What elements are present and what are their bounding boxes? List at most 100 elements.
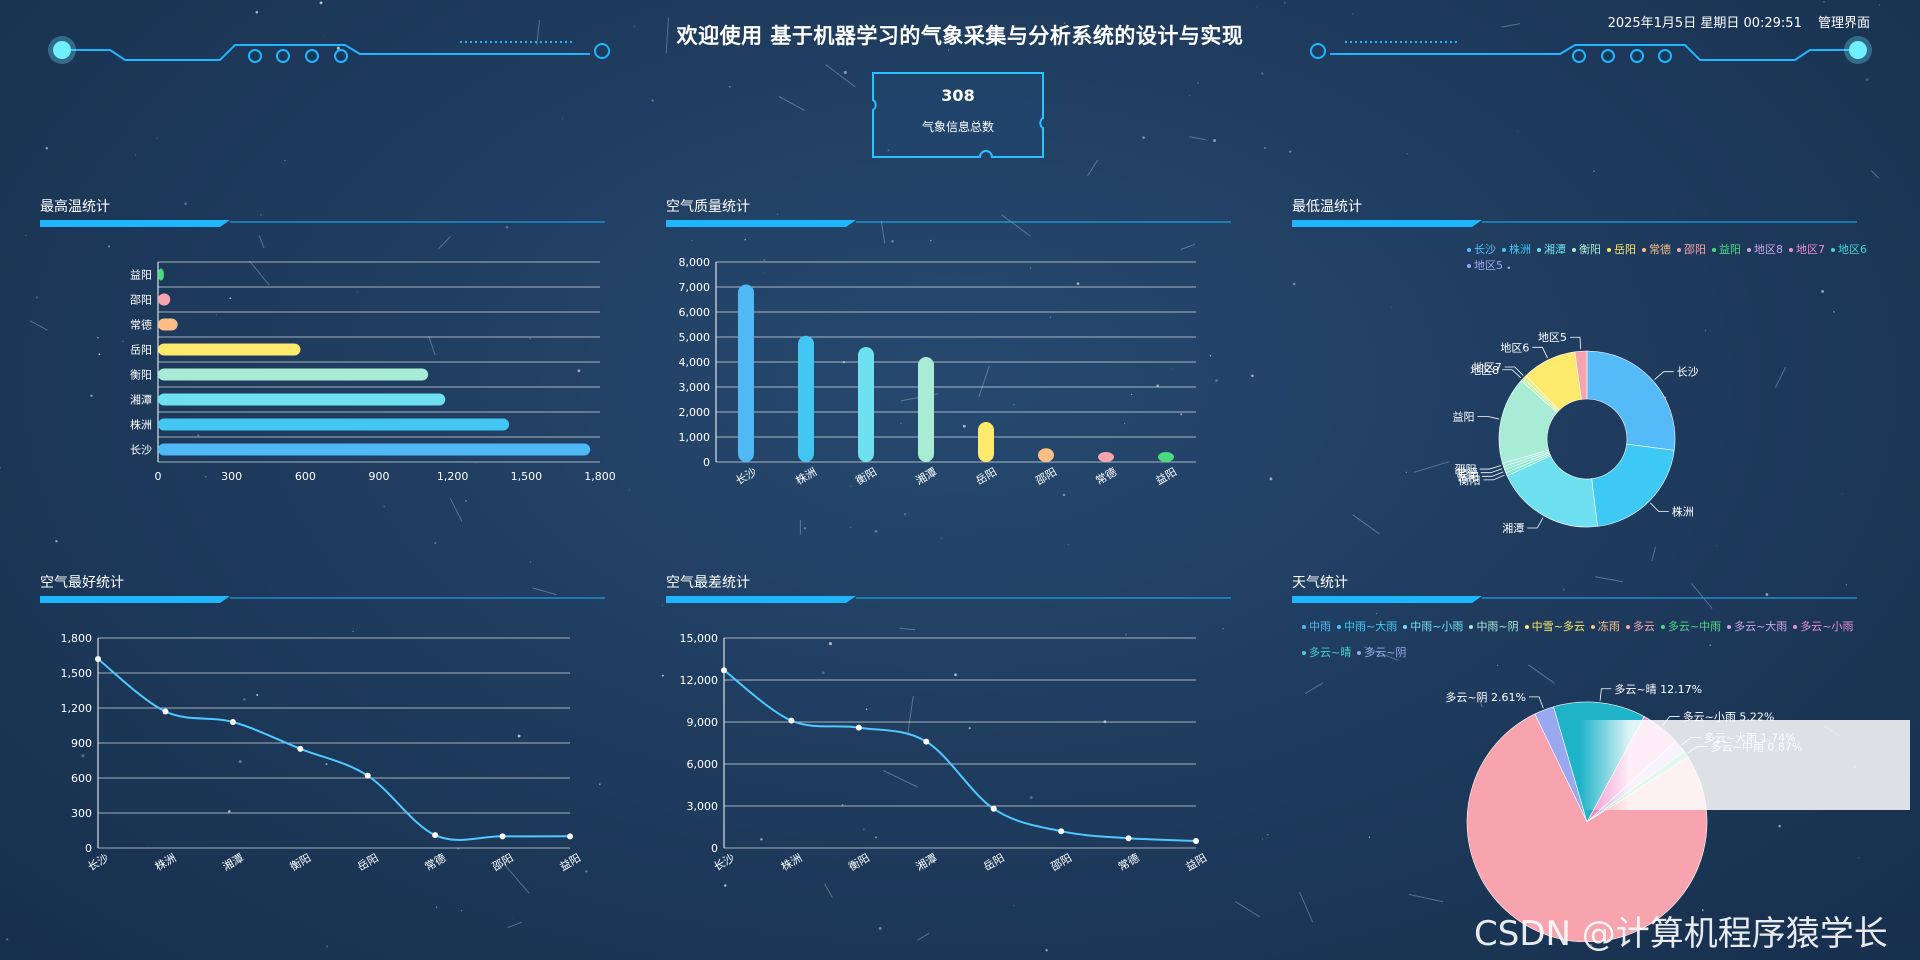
data-point xyxy=(229,719,236,725)
slice-label: 地区8 xyxy=(1470,364,1499,377)
legend-item[interactable]: 岳阳 xyxy=(1607,241,1636,257)
star xyxy=(1131,393,1133,396)
y-tick-label: 6,000 xyxy=(679,306,711,319)
legend-item[interactable]: 株洲 xyxy=(1502,241,1531,257)
air-best-line-chart: 03006009001,2001,5001,800长沙 株洲 湘潭 衡阳 岳阳 常德 邵阳益… xyxy=(61,632,584,874)
air-quality-bar-chart: 0 1,000 2,000 3,000 4,000 5,000 6,000 7,000 8,00… xyxy=(679,256,1196,488)
star-streak xyxy=(825,64,856,88)
legend-item[interactable]: 地区6 xyxy=(1831,241,1867,257)
y-tick-label: 岳阳 xyxy=(130,344,152,357)
legend-item[interactable]: 中雨~大雨 xyxy=(1337,614,1397,640)
star xyxy=(843,70,847,74)
legend-label: 中雨~大雨 xyxy=(1344,620,1398,633)
star-streak xyxy=(1775,366,1787,388)
panel-title-decoration xyxy=(1292,596,1857,603)
legend-item[interactable]: 多云 xyxy=(1625,614,1655,640)
star-streak xyxy=(778,96,805,111)
legend-item[interactable]: 邵阳 xyxy=(1677,241,1706,257)
star xyxy=(530,561,532,563)
star xyxy=(634,26,636,27)
y-tick-label: 常德 xyxy=(130,318,152,332)
x-tick-label: 株洲 xyxy=(778,850,804,873)
slice-label: 地区7 xyxy=(1473,361,1502,374)
x-tick-label: 岳阳 xyxy=(355,851,381,873)
data-point xyxy=(855,724,862,731)
legend-item[interactable]: 多云~小雨 xyxy=(1793,614,1854,640)
legend-marker xyxy=(1590,625,1595,629)
legend-item[interactable]: 益阳 xyxy=(1712,241,1741,257)
legend-item[interactable]: 常德 xyxy=(1642,241,1671,257)
legend-label: 邵阳 xyxy=(1684,243,1706,256)
legend-item[interactable]: 地区7 xyxy=(1789,241,1825,257)
legend-item[interactable]: 中雪~多云 xyxy=(1524,614,1585,640)
legend-label: 地区8 xyxy=(1754,243,1783,256)
star-streak xyxy=(1413,461,1449,473)
panel-title-decoration xyxy=(40,220,605,227)
y-tick-label: 1,200 xyxy=(61,702,93,715)
star xyxy=(776,213,779,216)
x-tick-label: 常德 xyxy=(422,850,448,873)
star xyxy=(1589,943,1593,947)
bar xyxy=(1098,452,1114,462)
star xyxy=(1289,150,1292,153)
summary-value: 308 xyxy=(941,86,975,105)
slice-label: 地区6 xyxy=(1500,341,1529,354)
label-leader xyxy=(1650,502,1669,512)
star xyxy=(1209,355,1212,357)
admin-link[interactable]: 管理界面 xyxy=(1817,16,1870,31)
legend-label: 多云~中雨 xyxy=(1667,620,1722,633)
panel-title: 空气最差统计 xyxy=(666,575,750,591)
star xyxy=(1405,471,1407,473)
weather-legend[interactable]: 中雨 中雨~大雨 中雨~小雨 中雨~阴 中雪~多云 冻雨 多云 多云~中雨 多云~大雨 多云~小雨… xyxy=(1302,614,1882,666)
data-point xyxy=(432,832,439,839)
legend-item[interactable]: 多云~大雨 xyxy=(1727,614,1787,640)
legend-item[interactable]: 地区8 xyxy=(1747,241,1783,257)
y-tick-label: 900 xyxy=(71,737,92,750)
star-streak xyxy=(824,883,833,898)
slice-label: 邵阳 xyxy=(1455,463,1477,476)
star-streak xyxy=(1235,901,1261,918)
star xyxy=(1375,612,1378,615)
star xyxy=(238,760,242,763)
legend-item[interactable]: 多云~阴 xyxy=(1357,640,1406,666)
legend-item[interactable]: 多云~中雨 xyxy=(1660,614,1722,640)
legend-item[interactable]: 衡阳 xyxy=(1572,241,1601,257)
star xyxy=(1875,943,1877,945)
star-streak xyxy=(507,921,523,929)
legend-item[interactable]: 地区5 xyxy=(1467,257,1503,273)
star xyxy=(865,708,868,711)
label-leader xyxy=(1477,415,1500,420)
slice-label: 地区5 xyxy=(1538,331,1567,344)
label-leader xyxy=(1480,468,1503,474)
legend-item[interactable]: 湘潭 xyxy=(1537,241,1566,257)
legend-item[interactable]: 长沙 xyxy=(1467,241,1496,257)
x-tick-label: 岳阳 xyxy=(981,851,1007,873)
min-temp-legend[interactable]: 长沙 株洲 湘潭 衡阳 岳阳 常德 邵阳 益阳 地区8 地区7 地区6 地区5 xyxy=(1467,241,1887,273)
star xyxy=(284,160,286,162)
legend-item[interactable]: 多云~晴 xyxy=(1302,640,1351,666)
bar xyxy=(798,335,814,462)
legend-item[interactable]: 中雨 xyxy=(1302,614,1331,640)
star xyxy=(1702,909,1704,911)
legend-label: 中雨 xyxy=(1309,620,1331,633)
label-leader xyxy=(1504,366,1524,376)
legend-marker xyxy=(1727,625,1732,629)
legend-item[interactable]: 中雨~阴 xyxy=(1469,614,1519,640)
star xyxy=(1067,543,1069,545)
star xyxy=(45,147,49,150)
star xyxy=(1284,2,1286,4)
bar xyxy=(158,343,301,356)
legend-item[interactable]: 中雨~小雨 xyxy=(1403,614,1463,640)
legend-item[interactable]: 冻雨 xyxy=(1590,614,1620,640)
star xyxy=(728,85,731,88)
y-tick-label: 邵阳 xyxy=(130,294,152,307)
panel-min-temp: 最低温统计 长沙 株洲 湘潭 衡阳 岳阳 常德 邵阳 益阳 地区8 地区7 地区6地区5 长沙 株洲湘… xyxy=(1292,196,1902,566)
legend-label: 株洲 xyxy=(1509,243,1531,256)
y-tick-label: 600 xyxy=(71,772,92,785)
star xyxy=(763,272,764,273)
star xyxy=(383,505,385,508)
data-point xyxy=(297,745,304,752)
title-bar xyxy=(666,220,856,227)
legend-marker xyxy=(1357,651,1362,655)
star xyxy=(954,673,957,677)
